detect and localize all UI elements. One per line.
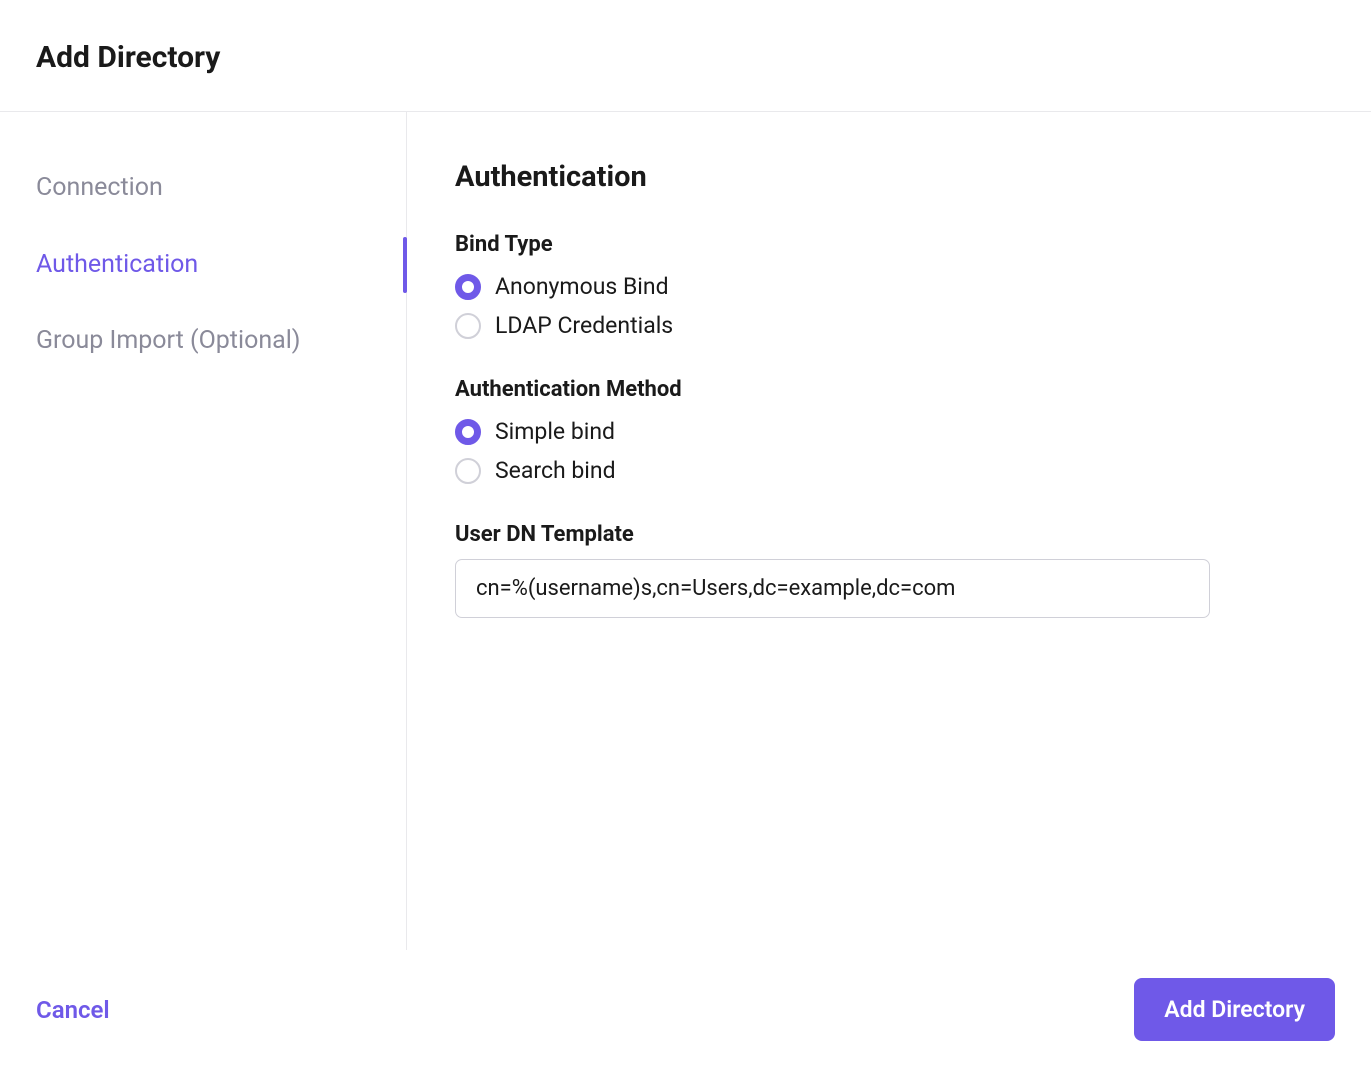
- auth-method-label: Authentication Method: [455, 377, 1323, 402]
- radio-label: Anonymous Bind: [495, 273, 669, 300]
- dialog-body: Connection Authentication Group Import (…: [0, 112, 1371, 950]
- sidebar-item-group-import[interactable]: Group Import (Optional): [36, 313, 406, 370]
- sidebar-item-connection[interactable]: Connection: [36, 160, 406, 217]
- bind-type-group: Bind Type Anonymous Bind LDAP Credential…: [455, 232, 1323, 343]
- dialog-header: Add Directory: [0, 0, 1371, 112]
- sidebar-item-label: Authentication: [36, 250, 198, 279]
- radio-circle-icon: [455, 274, 481, 300]
- radio-search-bind[interactable]: Search bind: [455, 453, 1323, 488]
- radio-circle-icon: [455, 313, 481, 339]
- radio-circle-icon: [455, 419, 481, 445]
- radio-ldap-credentials[interactable]: LDAP Credentials: [455, 308, 1323, 343]
- sidebar-nav: Connection Authentication Group Import (…: [0, 112, 407, 950]
- dialog-title: Add Directory: [36, 40, 1335, 75]
- bind-type-label: Bind Type: [455, 232, 1323, 257]
- dialog-footer: Cancel Add Directory: [0, 950, 1371, 1089]
- main-panel: Authentication Bind Type Anonymous Bind …: [407, 112, 1371, 950]
- sidebar-item-label: Group Import (Optional): [36, 326, 301, 355]
- section-title: Authentication: [455, 160, 1323, 194]
- radio-simple-bind[interactable]: Simple bind: [455, 414, 1323, 449]
- user-dn-group: User DN Template: [455, 522, 1323, 618]
- cancel-button[interactable]: Cancel: [36, 996, 110, 1024]
- auth-method-group: Authentication Method Simple bind Search…: [455, 377, 1323, 488]
- add-directory-button[interactable]: Add Directory: [1134, 978, 1335, 1041]
- radio-anonymous-bind[interactable]: Anonymous Bind: [455, 269, 1323, 304]
- sidebar-item-label: Connection: [36, 173, 163, 202]
- radio-label: Search bind: [495, 457, 616, 484]
- sidebar-item-authentication[interactable]: Authentication: [36, 237, 406, 294]
- radio-circle-icon: [455, 458, 481, 484]
- user-dn-input[interactable]: [455, 559, 1210, 618]
- radio-label: LDAP Credentials: [495, 312, 673, 339]
- radio-label: Simple bind: [495, 418, 615, 445]
- user-dn-label: User DN Template: [455, 522, 1323, 547]
